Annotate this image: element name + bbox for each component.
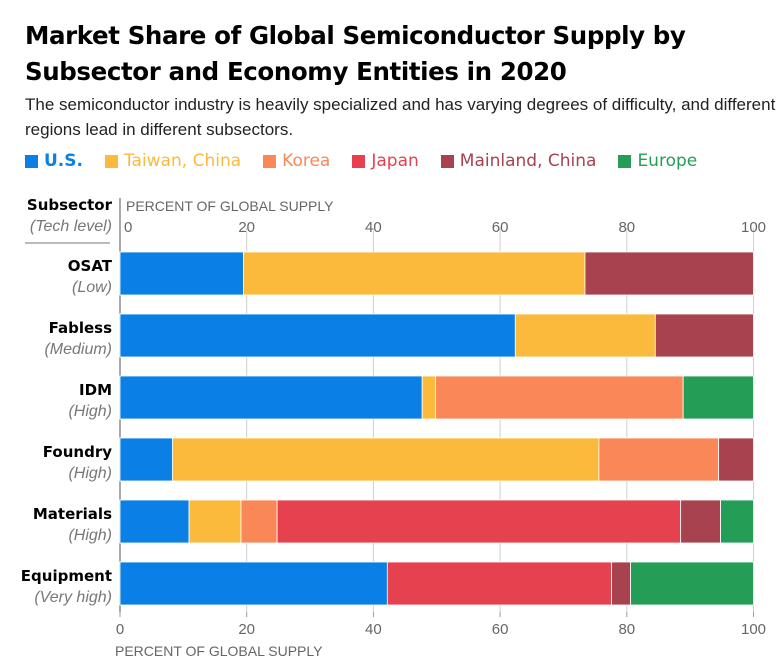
legend-label: Korea: [282, 151, 331, 171]
legend-swatch: [440, 154, 454, 168]
legend-item: Taiwan, China: [104, 151, 242, 171]
category-label: Equipment: [21, 567, 112, 585]
legend-label: Japan: [371, 151, 419, 171]
category-sublabel: (High): [68, 403, 112, 420]
legend-item: Europe: [618, 151, 697, 171]
legend-label: Taiwan, China: [123, 151, 242, 171]
bottom-tick-label: 100: [741, 621, 766, 638]
category-label: Fabless: [49, 319, 112, 337]
bar-segment: [611, 561, 632, 606]
category-sublabel: (Medium): [44, 341, 112, 358]
bar-segment: [680, 499, 721, 544]
legend-label: Mainland, China: [459, 151, 597, 171]
bar-segment: [435, 375, 684, 420]
bar-segment: [119, 251, 244, 296]
legend-item: Korea: [263, 151, 330, 171]
bar-segment: [119, 561, 388, 606]
y-axis-subtitle: (Tech level): [30, 218, 112, 235]
category-label: IDM: [79, 381, 112, 399]
legend-swatch: [25, 154, 38, 168]
chart-subtitle: The semiconductor industry is heavily sp…: [25, 95, 776, 139]
legend-item: Japan: [352, 151, 419, 171]
bar-segment: [119, 499, 190, 544]
category-label: Foundry: [43, 443, 112, 461]
bar-segment: [584, 251, 754, 296]
bar-segment: [514, 313, 656, 358]
bar-segment: [654, 313, 754, 358]
legend-swatch: [263, 154, 277, 168]
top-axis-label: PERCENT OF GLOBAL SUPPLY: [126, 198, 334, 214]
bar-segment: [172, 437, 600, 482]
legend-swatch: [618, 154, 632, 168]
category-label: Materials: [33, 505, 112, 523]
bottom-tick-label: 60: [492, 621, 509, 638]
bar-segment: [630, 561, 754, 606]
legend-item: U.S.: [25, 151, 83, 171]
bar-segment: [188, 499, 242, 544]
bottom-tick-label: 40: [365, 621, 382, 638]
bottom-tick-label: 0: [116, 621, 124, 638]
y-axis-title: Subsector: [27, 196, 113, 214]
top-tick-label: 100: [741, 219, 766, 236]
bar-segment: [240, 499, 278, 544]
top-tick-label: 40: [365, 219, 382, 236]
chart-title: Market Share of Global Semiconductor Sup…: [25, 21, 686, 86]
top-tick-label: 20: [238, 219, 255, 236]
legend: U.S. Taiwan, China Korea Japan Mainland, Chi…: [25, 151, 719, 171]
bottom-tick-label: 20: [238, 621, 255, 638]
bar-segment: [682, 375, 754, 420]
bar-segment: [119, 313, 516, 358]
top-tick-label: 60: [492, 219, 509, 236]
bar-segment: [243, 251, 586, 296]
bar-segment: [276, 499, 682, 544]
bar-segment: [386, 561, 612, 606]
top-tick-label: 80: [618, 219, 635, 236]
legend-label: U.S.: [44, 151, 83, 171]
category-label: OSAT: [68, 257, 113, 275]
legend-swatch: [104, 154, 118, 168]
top-tick-label: 0: [124, 219, 132, 236]
category-sublabel: (High): [68, 527, 112, 544]
bottom-axis-label: PERCENT OF GLOBAL SUPPLY: [115, 643, 323, 659]
bar-segment: [598, 437, 720, 482]
bar-segment: [421, 375, 436, 420]
category-sublabel: (Very high): [34, 589, 112, 606]
bottom-tick-label: 80: [618, 621, 635, 638]
bar-segment: [720, 499, 754, 544]
bar-segment: [119, 437, 173, 482]
legend-label: Europe: [637, 151, 698, 171]
legend-swatch: [352, 154, 366, 168]
legend-item: Mainland, China: [440, 151, 597, 171]
bar-segment: [718, 437, 754, 482]
category-sublabel: (High): [68, 465, 112, 482]
bar-segment: [119, 375, 423, 420]
category-sublabel: (Low): [72, 279, 112, 296]
